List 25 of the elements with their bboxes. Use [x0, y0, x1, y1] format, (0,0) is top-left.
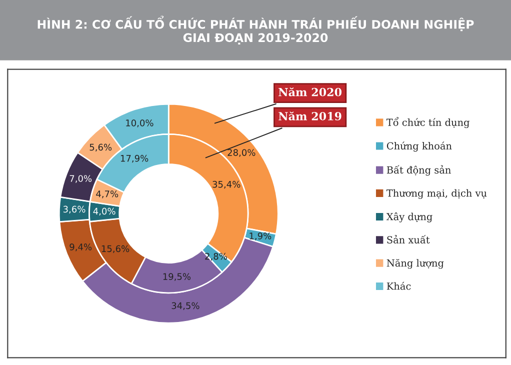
- slice-label: Năm 2019: [278, 112, 342, 120]
- data-label: 28,0%: [228, 149, 256, 157]
- legend-label: Xây dựng: [386, 212, 432, 222]
- legend-label: Khác: [386, 282, 411, 290]
- data-label: 34,5%: [172, 302, 200, 310]
- slice-label: Năm 2020: [278, 88, 342, 96]
- data-label: 9,4%: [70, 244, 92, 252]
- data-label: 15,6%: [102, 245, 130, 254]
- legend-label: Thương mại, dịch vụ: [386, 189, 487, 199]
- data-label: 1,9%: [250, 232, 272, 240]
- data-label: 3,6%: [63, 206, 86, 214]
- data-label: 17,9%: [120, 154, 148, 163]
- legend-label: Tổ chức tín dụng: [386, 117, 470, 128]
- data-label: 5,6%: [90, 144, 112, 152]
- legend-label: Năng lượng: [386, 258, 444, 269]
- data-label: 4,7%: [96, 190, 118, 198]
- legend-label: Sản xuất: [387, 235, 430, 244]
- legend-label: Chứng khoán: [386, 142, 452, 152]
- legend-label: Bất động sản: [386, 165, 451, 176]
- data-label: 19,5%: [163, 273, 191, 281]
- data-label: 4,0%: [93, 208, 116, 216]
- chart-title: HÌNH 2: CƠ CẤU TỔ CHỨC PHÁT HÀNH TRÁI PHIẾU DOANH NGHIỆP GIAI ĐOẠN 2019-2020: [38, 16, 474, 44]
- data-label: 35,4%: [212, 180, 240, 189]
- data-label: 10,0%: [126, 119, 154, 128]
- data-label: 7,0%: [70, 175, 92, 183]
